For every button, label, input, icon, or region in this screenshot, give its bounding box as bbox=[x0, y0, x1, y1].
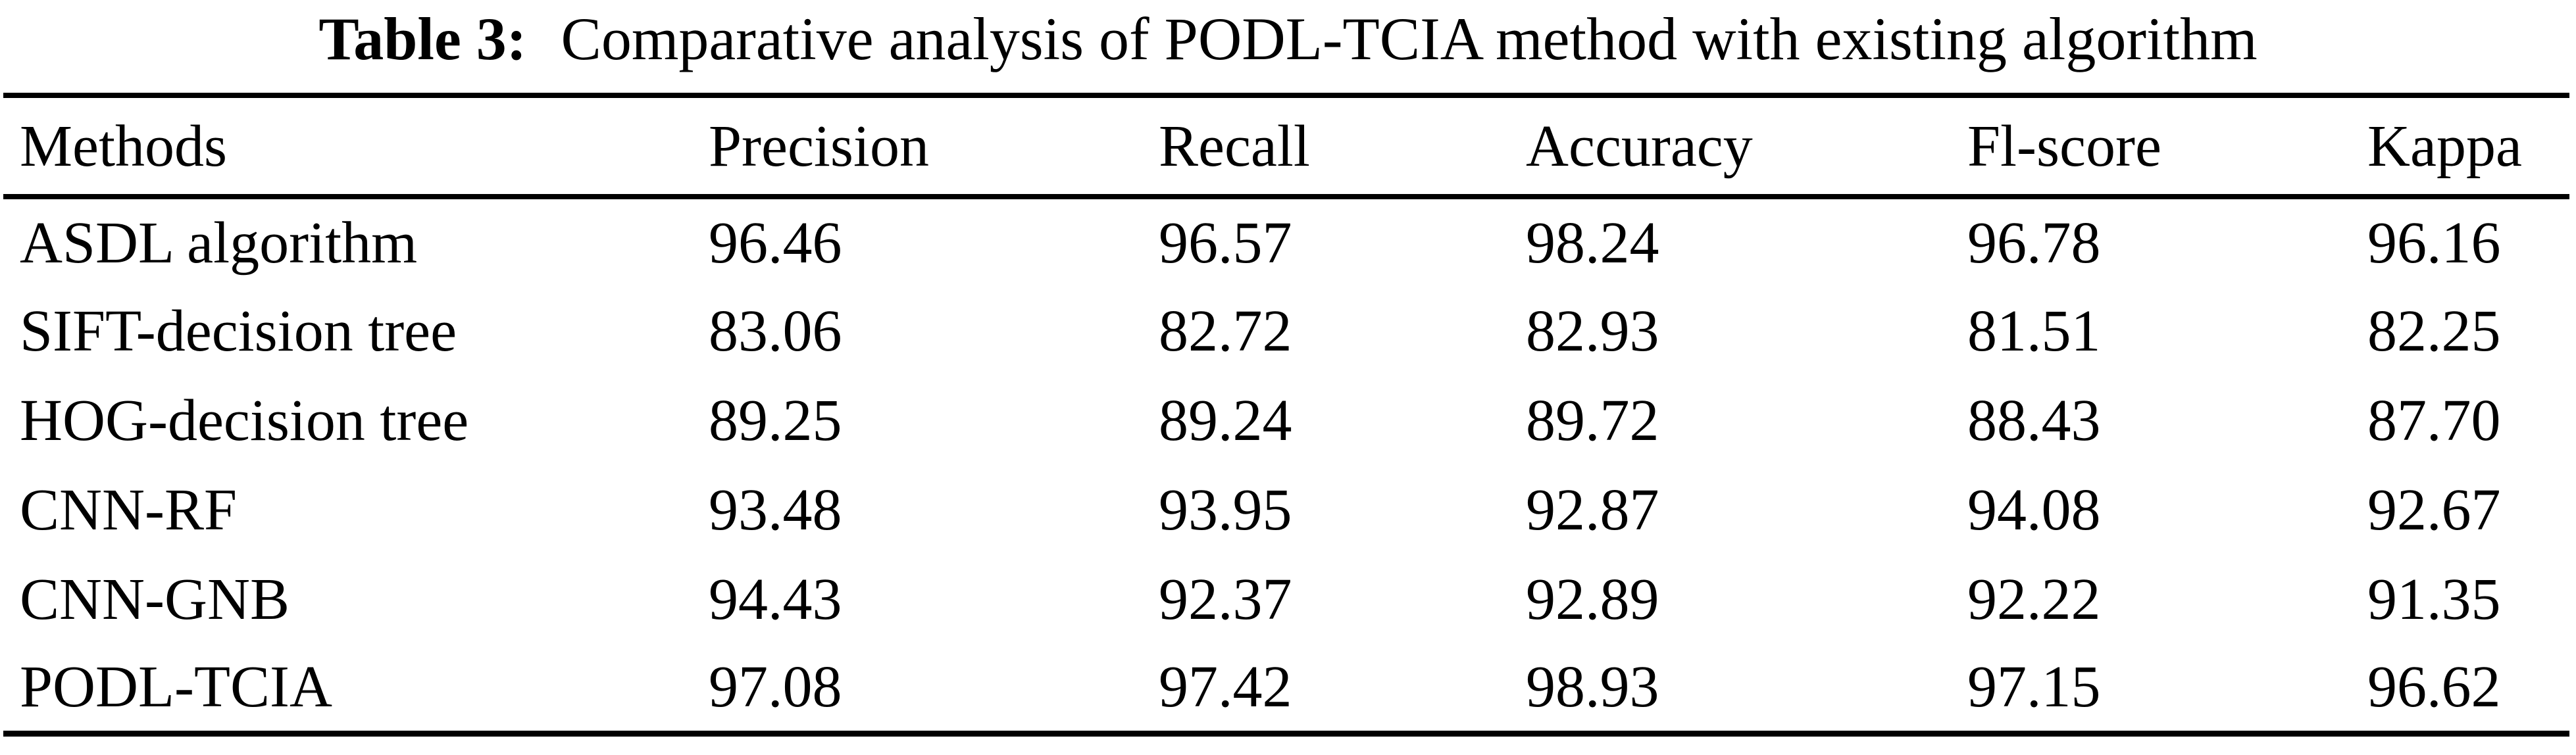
method-name-cell: HOG-decision tree bbox=[20, 387, 469, 453]
table-row: PODL-TCIA 97.08 97.42 98.93 97.15 96.62 bbox=[3, 644, 2569, 733]
metric-value-cell: 93.48 bbox=[709, 477, 842, 543]
caption-text: Comparative analysis of PODL-TCIA method… bbox=[561, 5, 2258, 72]
metric-value-cell: 94.43 bbox=[709, 566, 842, 632]
metric-value-cell: 92.37 bbox=[1159, 566, 1292, 632]
metric-value-cell: 96.46 bbox=[709, 210, 842, 276]
metric-value-cell: 98.93 bbox=[1526, 654, 1659, 720]
metric-value-cell: 97.15 bbox=[1967, 654, 2101, 720]
metric-value-cell: 97.08 bbox=[709, 654, 842, 720]
method-name-cell: CNN-GNB bbox=[20, 566, 290, 632]
metric-value-cell: 96.78 bbox=[1967, 210, 2101, 276]
table-row: SIFT-decision tree 83.06 82.72 82.93 81.… bbox=[3, 286, 2569, 376]
method-name-cell: CNN-RF bbox=[20, 477, 238, 543]
metric-value-cell: 82.25 bbox=[2367, 298, 2501, 364]
results-table: Methods Precision Recall Accuracy Fl-sco… bbox=[3, 93, 2569, 737]
metric-value-cell: 96.62 bbox=[2367, 654, 2501, 720]
metric-value-cell: 94.08 bbox=[1967, 477, 2101, 543]
column-header-methods: Methods bbox=[20, 113, 227, 179]
metric-value-cell: 92.67 bbox=[2367, 477, 2501, 543]
table-row: ASDL algorithm 96.46 96.57 98.24 96.78 9… bbox=[3, 197, 2569, 286]
metric-value-cell: 89.25 bbox=[709, 387, 842, 453]
metric-value-cell: 82.72 bbox=[1159, 298, 1292, 364]
table-row: HOG-decision tree 89.25 89.24 89.72 88.4… bbox=[3, 376, 2569, 465]
metric-value-cell: 82.93 bbox=[1526, 298, 1659, 364]
metric-value-cell: 96.57 bbox=[1159, 210, 1292, 276]
table-row: CNN-RF 93.48 93.95 92.87 94.08 92.67 bbox=[3, 465, 2569, 554]
metric-value-cell: 96.16 bbox=[2367, 210, 2501, 276]
column-header-f1score: Fl-score bbox=[1967, 113, 2161, 179]
metric-value-cell: 87.70 bbox=[2367, 387, 2501, 453]
method-name-cell: SIFT-decision tree bbox=[20, 298, 457, 364]
metric-value-cell: 81.51 bbox=[1967, 298, 2101, 364]
metric-value-cell: 91.35 bbox=[2367, 566, 2501, 632]
metric-value-cell: 93.95 bbox=[1159, 477, 1292, 543]
metric-value-cell: 98.24 bbox=[1526, 210, 1659, 276]
header-row: Methods Precision Recall Accuracy Fl-sco… bbox=[3, 95, 2569, 197]
metric-value-cell: 83.06 bbox=[709, 298, 842, 364]
column-header-recall: Recall bbox=[1159, 113, 1310, 179]
method-name-cell: PODL-TCIA bbox=[20, 654, 332, 720]
column-header-accuracy: Accuracy bbox=[1526, 113, 1753, 179]
metric-value-cell: 92.89 bbox=[1526, 566, 1659, 632]
metric-value-cell: 88.43 bbox=[1967, 387, 2101, 453]
metric-value-cell: 92.22 bbox=[1967, 566, 2101, 632]
column-header-kappa: Kappa bbox=[2367, 113, 2522, 179]
table-row: CNN-GNB 94.43 92.37 92.89 92.22 91.35 bbox=[3, 554, 2569, 644]
table-caption: Table 3: Comparative analysis of PODL-TCI… bbox=[0, 0, 2576, 92]
method-name-cell: ASDL algorithm bbox=[20, 210, 418, 276]
column-header-precision: Precision bbox=[709, 113, 929, 179]
metric-value-cell: 89.72 bbox=[1526, 387, 1659, 453]
metric-value-cell: 97.42 bbox=[1159, 654, 1292, 720]
metric-value-cell: 92.87 bbox=[1526, 477, 1659, 543]
caption-label: Table 3: bbox=[318, 5, 527, 72]
metric-value-cell: 89.24 bbox=[1159, 387, 1292, 453]
